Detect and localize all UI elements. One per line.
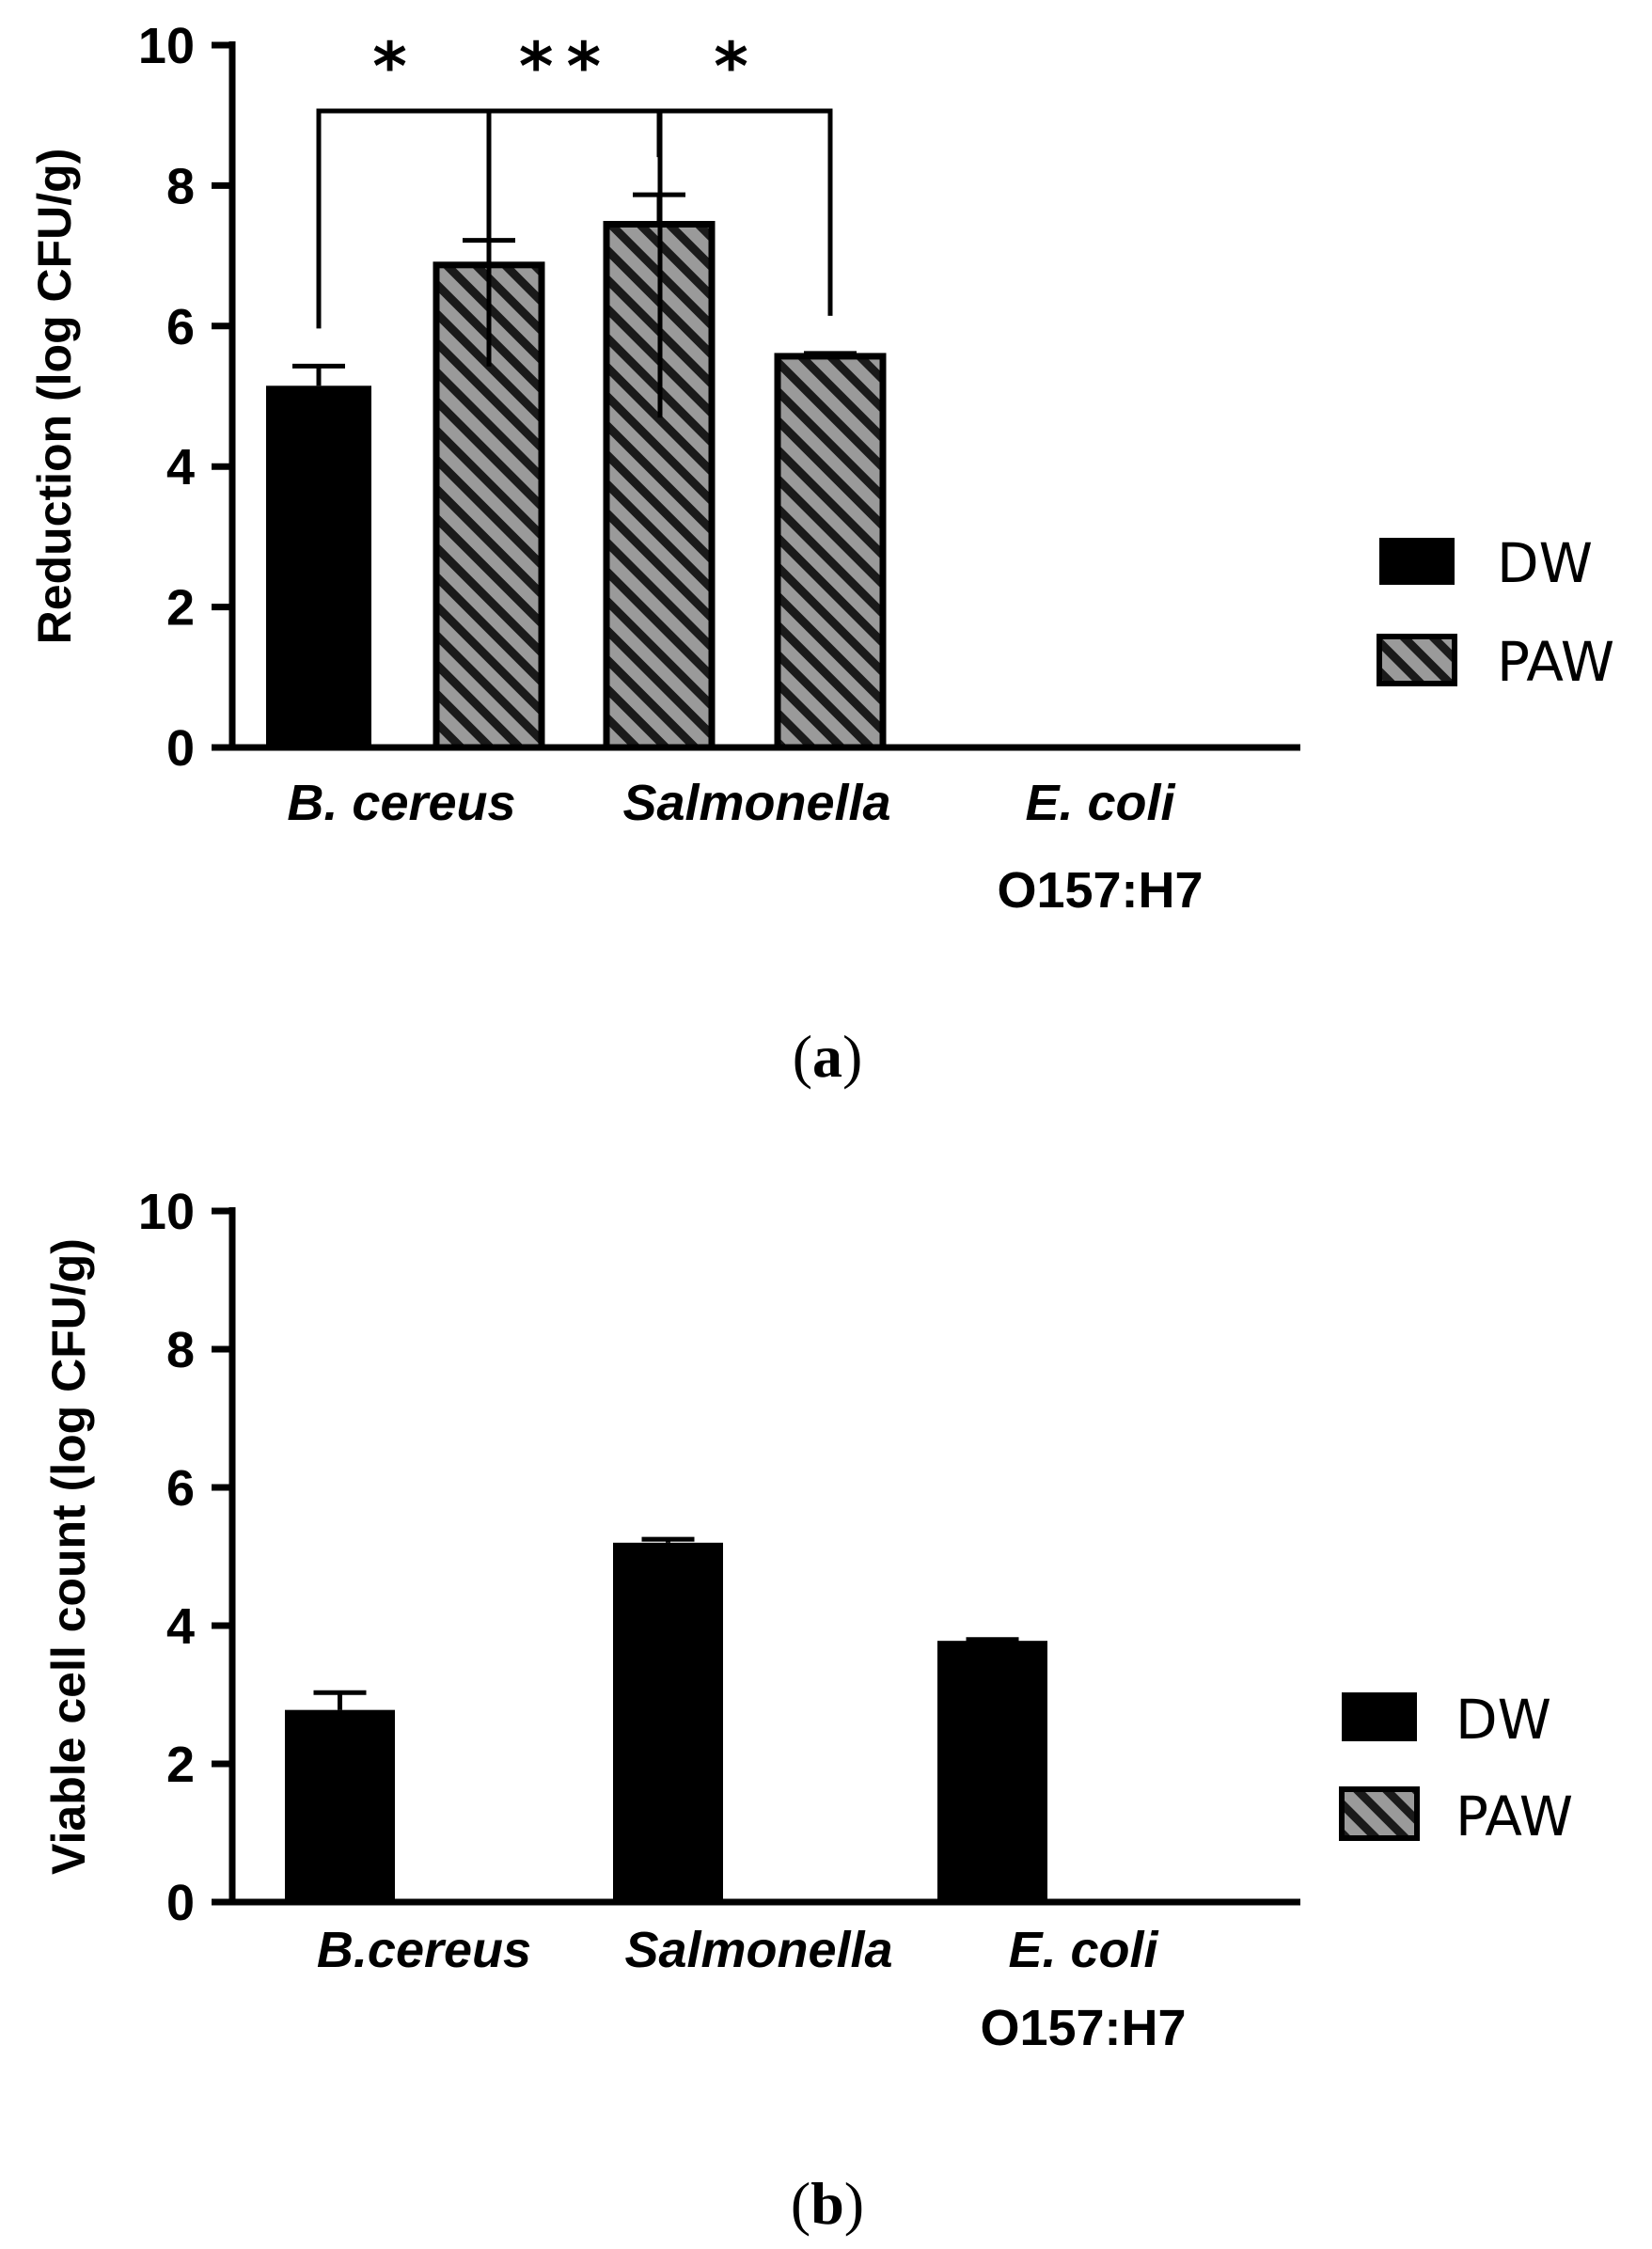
legend: DW PAW — [1339, 1688, 1573, 1848]
bar-paw-2 — [774, 353, 887, 751]
legend-swatch-paw — [1377, 634, 1457, 686]
significance-bracket-2 — [657, 108, 833, 418]
panel-label-letter: b — [810, 2170, 844, 2237]
y-tick-label: 2 — [166, 1737, 195, 1793]
significance-label-1: ** — [519, 28, 614, 105]
y-tick-label: 8 — [166, 1322, 195, 1378]
y-tick-label: 4 — [166, 439, 195, 495]
significance-label-0: * — [372, 28, 420, 105]
category-sublabel-2: O157:H7 — [980, 2000, 1186, 2056]
panel-label: (b) — [791, 2170, 864, 2237]
legend-label-paw: PAW — [1455, 1785, 1573, 1848]
category-label-0: B. cereus — [287, 775, 515, 831]
legend-swatch-paw — [1339, 1786, 1420, 1841]
y-tick-label: 10 — [138, 18, 195, 74]
significance-label-2: * — [714, 28, 762, 105]
panel-label-open: ( — [791, 2170, 810, 2237]
y-axis-label: Viable cell count (log CFU/g) — [42, 1238, 95, 1875]
y-tick-label: 4 — [166, 1598, 195, 1655]
legend-label-dw: DW — [1455, 1688, 1551, 1752]
y-tick-label: 8 — [166, 158, 195, 214]
y-tick-label: 0 — [166, 1875, 195, 1931]
bar-dw-2 — [937, 1641, 1047, 1902]
legend: DW PAW — [1377, 531, 1614, 694]
y-axis-label: Reduction (log CFU/g) — [28, 149, 81, 645]
bar-dw-0 — [266, 385, 371, 747]
legend-swatch-dw — [1379, 538, 1455, 585]
panel-label-open: ( — [793, 1023, 812, 1090]
y-tick-label: 0 — [166, 720, 195, 777]
category-label-2: E. coli — [1008, 1922, 1158, 1978]
panel-label-close: ) — [844, 2170, 864, 2237]
category-sublabel-2: O157:H7 — [997, 862, 1203, 919]
panel-label-letter: a — [812, 1023, 842, 1090]
bar-dw-1 — [613, 1542, 723, 1902]
category-label-2: E. coli — [1025, 775, 1175, 831]
legend-swatch-dw — [1342, 1692, 1417, 1741]
bar-dw-0 — [285, 1709, 395, 1902]
panel-b-chart: 0 2 4 6 8 10 Viable cell count (log CFU/g) B.ce… — [42, 1184, 1573, 2237]
y-tick-label: 10 — [138, 1184, 195, 1240]
y-tick-label: 6 — [166, 1460, 195, 1517]
legend-label-paw: PAW — [1497, 630, 1614, 694]
category-label-1: Salmonella — [624, 1922, 892, 1978]
panel-label: (a) — [793, 1023, 863, 1090]
y-tick-label: 2 — [166, 580, 195, 637]
y-tick-label: 6 — [166, 299, 195, 355]
legend-label-dw: DW — [1497, 531, 1593, 595]
category-label-1: Salmonella — [622, 775, 890, 831]
panel-label-close: ) — [842, 1023, 862, 1090]
category-label-0: B.cereus — [317, 1922, 531, 1978]
